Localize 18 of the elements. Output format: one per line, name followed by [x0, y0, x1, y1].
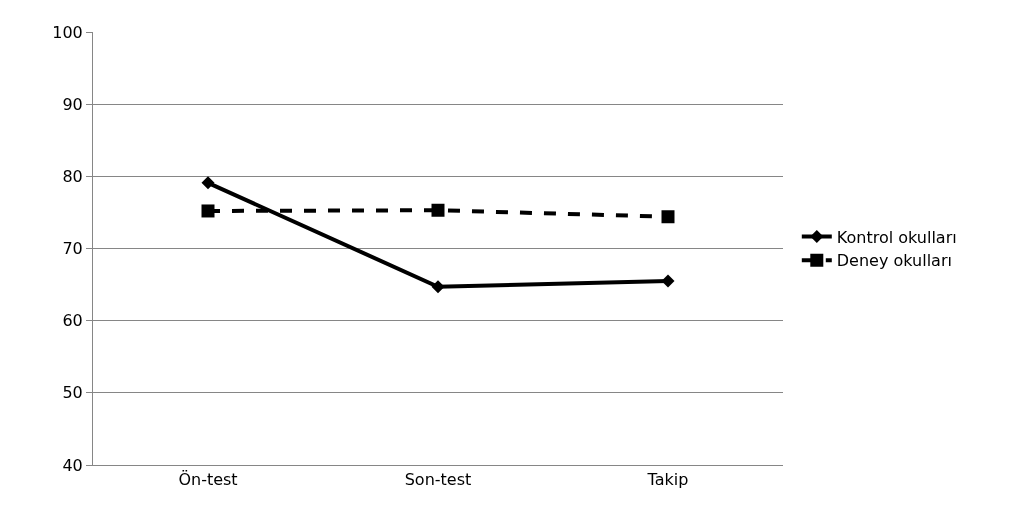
point	[661, 210, 675, 224]
y-tick-label: 40	[62, 455, 83, 475]
legend-label: Kontrol okulları	[836, 227, 957, 247]
y-tick-label: 90	[62, 94, 83, 114]
y-tick-label: 70	[62, 239, 83, 259]
point	[201, 176, 215, 190]
point	[431, 203, 445, 217]
y-tick-label: 60	[62, 311, 83, 331]
x-tick-label: Takip	[646, 470, 689, 490]
y-tick-label: 100	[52, 22, 83, 42]
y-tick-label: 80	[62, 166, 83, 186]
legend-label: Deney okulları	[836, 251, 952, 271]
point	[431, 280, 445, 294]
y-tick-label: 50	[62, 383, 83, 403]
x-tick-label: Ön-test	[178, 470, 238, 490]
point	[201, 204, 215, 218]
x-tick-label: Son-test	[404, 470, 472, 490]
point	[661, 274, 675, 288]
